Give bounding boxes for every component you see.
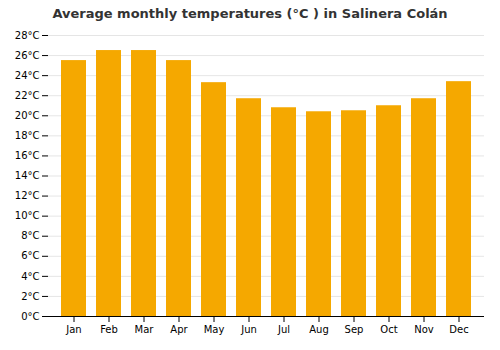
svg-text:12°C: 12°C — [15, 190, 40, 201]
svg-text:May: May — [204, 324, 225, 335]
svg-text:28°C: 28°C — [15, 30, 40, 41]
svg-text:Apr: Apr — [170, 324, 188, 335]
svg-text:Jul: Jul — [277, 324, 290, 335]
svg-text:20°C: 20°C — [15, 110, 40, 121]
svg-text:Jun: Jun — [240, 324, 257, 335]
svg-text:Mar: Mar — [135, 324, 155, 335]
svg-text:Oct: Oct — [380, 324, 397, 335]
svg-text:Feb: Feb — [100, 324, 118, 335]
svg-text:16°C: 16°C — [15, 150, 40, 161]
svg-text:Nov: Nov — [414, 324, 434, 335]
svg-text:Sep: Sep — [345, 324, 364, 335]
svg-text:26°C: 26°C — [15, 50, 40, 61]
svg-text:4°C: 4°C — [21, 271, 39, 282]
svg-text:24°C: 24°C — [15, 70, 40, 81]
svg-text:0°C: 0°C — [21, 311, 39, 322]
svg-text:Dec: Dec — [449, 324, 468, 335]
svg-text:18°C: 18°C — [15, 130, 40, 141]
svg-text:2°C: 2°C — [21, 291, 39, 302]
svg-text:22°C: 22°C — [15, 90, 40, 101]
svg-text:10°C: 10°C — [15, 210, 40, 221]
svg-text:Aug: Aug — [309, 324, 329, 335]
svg-text:Jan: Jan — [65, 324, 81, 335]
svg-text:6°C: 6°C — [21, 250, 39, 261]
svg-text:8°C: 8°C — [21, 230, 39, 241]
svg-text:14°C: 14°C — [15, 170, 40, 181]
html-text:Average monthly temperatures (: Average monthly temperatures (°C ) in Sa… — [52, 6, 448, 21]
